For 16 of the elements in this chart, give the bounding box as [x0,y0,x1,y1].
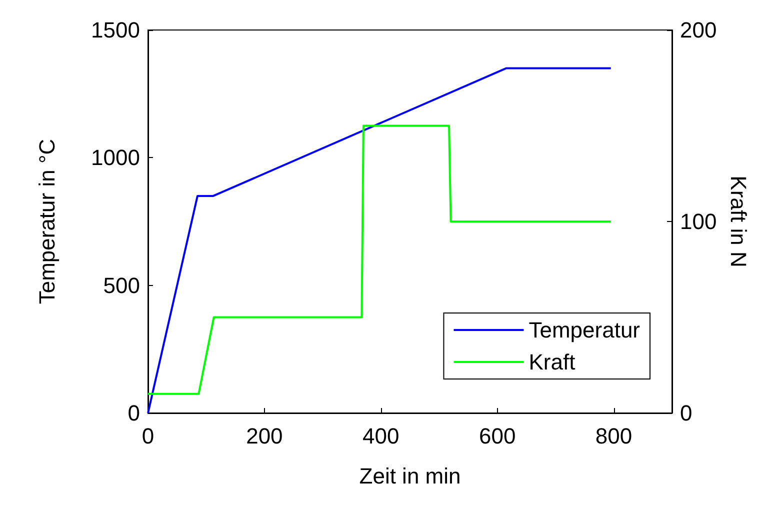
y-tick-label: 1000 [91,145,140,170]
legend-label: Temperatur [528,318,640,342]
legend-label: Kraft [528,350,576,374]
y2-axis-title: Kraft in N [726,176,752,268]
y-tick-label: 0 [128,400,140,426]
y2-tick-label: 200 [680,18,717,42]
y2-tick-label: 100 [680,209,717,234]
y-axis-title: Temperatur in °C [34,138,60,304]
y-tick-label: 500 [103,272,140,298]
x-tick-label: 600 [478,424,516,448]
y-tick-label: 1500 [91,18,140,42]
y2-tick-label: 0 [680,400,692,426]
x-axis-title: Zeit in min [359,464,461,488]
x-tick-label: 400 [362,424,400,448]
x-tick-label: 800 [595,424,632,448]
x-tick-label: 200 [246,424,283,448]
